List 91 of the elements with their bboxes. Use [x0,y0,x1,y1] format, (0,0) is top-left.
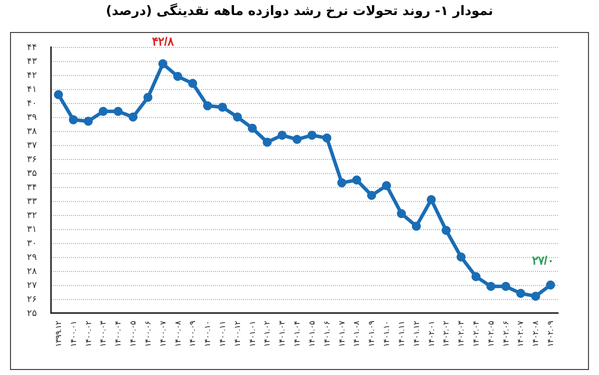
x-tick-label: ۱۴۰۰.۰۳ [98,320,108,348]
point [471,272,480,282]
point [486,282,496,291]
x-tick-label: ۱۴۰۰.۱۱ [218,321,227,348]
point [501,282,510,291]
x-tick-label: ۱۴۰۲.۰۶ [501,321,510,348]
point [337,178,346,188]
point [546,280,556,290]
point [322,134,332,142]
x-tick-label: ۱۴۰۰.۱۰ [203,321,212,348]
point [248,124,257,133]
x-tick-label: ۱۳۹۹.۱۲ [54,321,63,348]
x-tick-label: ۱۴۰۰.۰۹ [188,321,198,348]
x-tick-label: ۱۴۰۰.۰۵ [128,321,138,348]
x-tick-label: ۱۴۰۰.۰۴ [114,321,123,348]
y-tick-label: ۳۴ [27,182,37,192]
x-tick-label: ۱۴۰۲.۰۱ [426,321,436,348]
x-tick-label: ۱۴۰۱.۰۵ [307,321,316,348]
x-tick-label: ۱۴۰۲.۰۷ [516,320,526,348]
point [456,252,466,262]
x-tick-label: ۱۴۰۲.۰۹ [546,321,556,348]
x-tick-label: ۱۴۰۲.۰۳ [456,320,466,348]
x-tick-label: ۱۴۰۱.۰۴ [292,321,302,348]
y-tick-label: ۳۶ [27,154,37,164]
point [382,181,392,190]
point [114,106,123,116]
x-tick-label: ۱۴۰۰.۰۲ [84,321,93,348]
point [367,190,376,200]
chart-title: نمودار ۱- روند تحولات نرخ رشد دوازده ماهه نقدینگی (درصد) [104,4,494,19]
point [173,72,182,81]
x-tick-label: ۱۴۰۱.۱۱ [396,321,406,348]
point [278,130,287,140]
point [98,106,108,116]
y-tick-label: ۲۹ [27,252,37,262]
point [232,112,242,122]
x-tick-label: ۱۴۰۲.۰۲ [442,321,451,348]
point [442,226,451,235]
point [203,101,212,110]
point [84,116,93,126]
point [143,92,152,102]
point [262,138,272,147]
y-tick-label: ۴۲ [27,70,37,80]
y-tick-label: ۳۵ [27,168,37,178]
point [307,130,316,140]
point [158,59,168,68]
point [292,134,302,144]
point [218,102,227,112]
x-tick-label: ۱۴۰۰.۱۲ [232,321,242,348]
x-tick-label: ۱۴۰۲.۰۸ [531,320,540,348]
y-tick-label: ۴۱ [27,84,37,94]
y-tick-label: ۳۷ [27,140,37,150]
y-tick-label: ۲۵ [27,308,37,318]
point [128,112,138,122]
y-tick-label: ۳۰ [27,238,37,248]
y-tick-label: ۳۹ [27,112,37,122]
y-tick-label: ۴۴ [27,42,37,52]
point [54,90,63,100]
x-tick-label: ۱۴۰۲.۰۴ [471,321,480,348]
point [352,176,362,184]
y-tick-label: ۲۶ [27,294,37,304]
y-tick-label: ۳۲ [27,210,37,220]
x-tick-label: ۱۴۰۱.۰۲ [262,321,272,348]
x-tick-label: ۱۴۰۲.۰۵ [486,321,496,348]
y-tick-label: ۴۳ [27,56,37,66]
x-tick-label: ۱۴۰۱.۱۲ [412,321,421,348]
x-tick-label: ۱۴۰۰.۰۱ [68,321,78,348]
x-tick-label: ۱۴۰۱.۰۶ [322,321,332,348]
x-tick-label: ۱۴۰۰.۰۸ [173,320,182,348]
point [426,195,436,204]
data-label: ۴۲/۸ [152,34,174,48]
x-tick-label: ۱۴۰۱.۰۷ [337,320,346,348]
y-tick-label: ۳۸ [27,126,37,136]
x-tick-label: ۱۴۰۱.۰۸ [352,320,362,348]
x-tick-label: ۱۴۰۱.۰۹ [367,321,376,348]
x-tick-label: ۱۴۰۰.۰۷ [158,320,168,348]
y-tick-label: ۴۰ [27,98,37,108]
data-label: ۲۷/۰ [532,254,554,268]
y-tick-label: ۳۱ [27,224,37,234]
x-tick-label: ۱۴۰۱.۰۱ [248,321,257,348]
y-tick-label: ۳۳ [27,196,37,206]
point [412,222,421,231]
y-tick-label: ۲۸ [27,266,37,276]
point [68,115,78,124]
x-tick-label: ۱۴۰۱.۰۳ [278,320,287,348]
point [188,78,198,88]
x-tick-label: ۱۴۰۰.۰۶ [143,321,152,348]
point [516,288,526,298]
y-tick-label: ۲۷ [27,280,37,290]
point [396,209,406,218]
point [531,292,540,301]
x-tick-label: ۱۴۰۱.۱۰ [382,321,392,348]
